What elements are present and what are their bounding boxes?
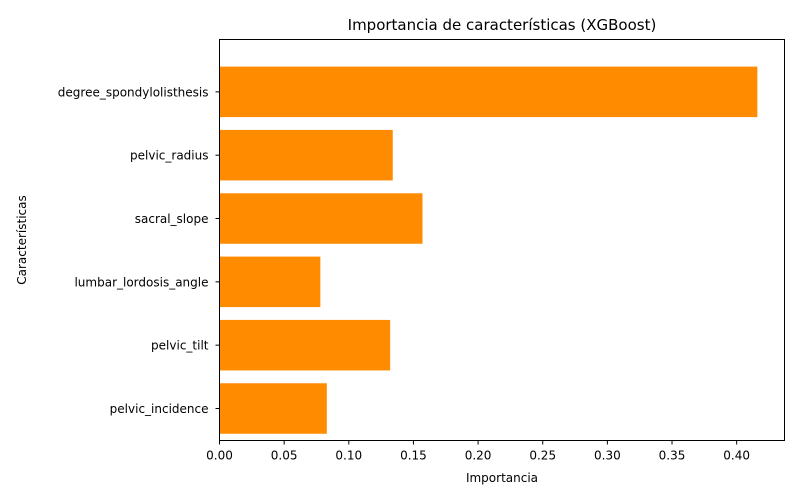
plot-frame — [219, 39, 785, 441]
x-tick-label: 0.30 — [594, 449, 621, 463]
x-tick-label: 0.10 — [335, 449, 362, 463]
x-tick-label: 0.35 — [659, 449, 686, 463]
y-tick-label: pelvic_incidence — [110, 402, 209, 416]
x-axis-ticks: 0.00 0.05 0.10 0.15 0.20 0.25 0.30 0.35 0.40 — [206, 440, 750, 463]
y-tick-label: sacral_slope — [135, 212, 209, 226]
bar-lumbar_lordosis_angle — [219, 256, 321, 308]
bar-degree_spondylolisthesis — [219, 66, 758, 118]
bar-pelvic_incidence — [219, 383, 327, 434]
x-tick-label: 0.20 — [465, 449, 492, 463]
chart-title: Importancia de características (XGBoost) — [348, 16, 657, 34]
x-tick-label: 0.25 — [529, 449, 556, 463]
x-tick-label: 0.40 — [723, 449, 750, 463]
x-axis-label: Importancia — [466, 471, 538, 485]
y-axis-label: Características — [15, 195, 29, 284]
y-tick-label: pelvic_radius — [130, 149, 208, 163]
y-axis-ticks: pelvic_incidence pelvic_tilt lumbar_lordos… — [58, 85, 220, 416]
bar-pelvic_tilt — [219, 319, 391, 371]
x-tick-label: 0.00 — [206, 449, 233, 463]
y-tick-label: lumbar_lordosis_angle — [74, 275, 208, 289]
y-tick-label: degree_spondylolisthesis — [58, 85, 209, 99]
bars-group — [219, 66, 758, 434]
bar-pelvic_radius — [219, 129, 393, 181]
x-tick-label: 0.15 — [400, 449, 427, 463]
x-tick-label: 0.05 — [271, 449, 298, 463]
y-tick-label: pelvic_tilt — [151, 339, 209, 353]
bar-sacral_slope — [219, 193, 423, 244]
